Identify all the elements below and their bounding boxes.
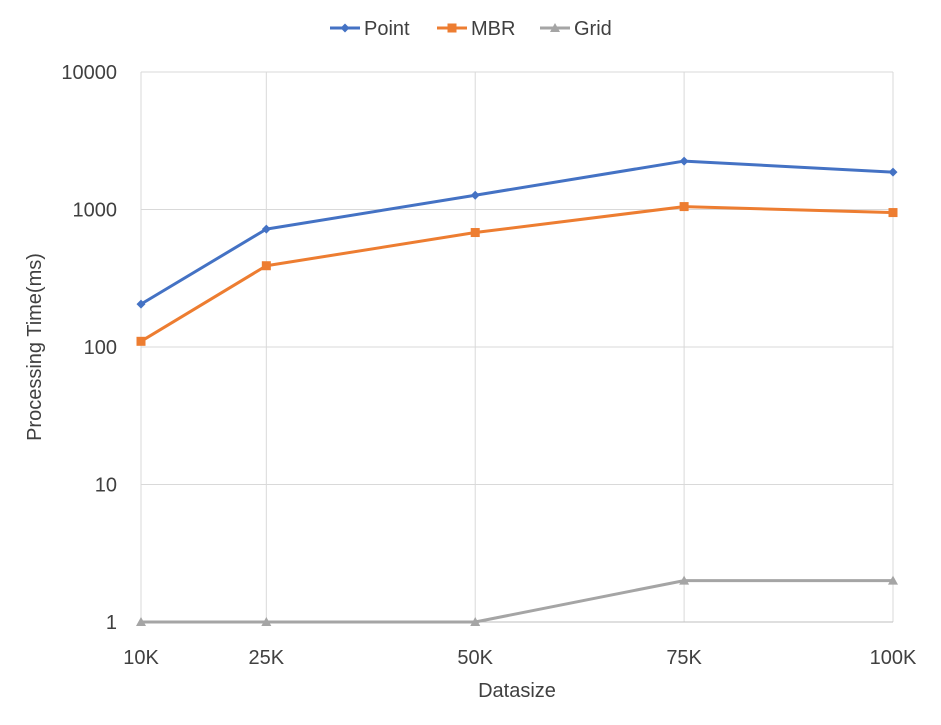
data-point-mbr: [261, 261, 271, 271]
data-point-grid: [261, 617, 272, 626]
data-point-point: [888, 167, 898, 177]
legend-label: Point: [364, 18, 410, 40]
legend-label: MBR: [471, 18, 515, 40]
series-line-grid: [139, 579, 895, 624]
legend-entry-grid: Grid: [540, 18, 612, 40]
y-tick-label: 100: [84, 337, 117, 359]
x-tick-label: 50K: [457, 647, 493, 669]
y-tick-label: 1: [106, 612, 117, 634]
data-point-grid: [470, 617, 481, 626]
legend-marker: [550, 23, 560, 32]
data-point-point: [679, 156, 689, 166]
data-point-mbr: [470, 228, 480, 238]
legend-label: Grid: [574, 18, 612, 40]
data-point-grid: [888, 575, 898, 585]
gridlines: [141, 71, 894, 622]
legend-marker: [447, 23, 457, 33]
data-point-point: [470, 190, 480, 200]
y-tick-label: 1000: [73, 200, 118, 222]
series-line-mbr: [139, 205, 895, 343]
series-point: [136, 156, 898, 309]
data-point-point: [261, 224, 271, 234]
x-axis-title: Datasize: [478, 680, 556, 702]
data-point-mbr: [888, 208, 898, 218]
x-tick-label: 10K: [123, 647, 159, 669]
x-tick-label: 100K: [870, 647, 917, 669]
data-point-point: [136, 299, 146, 309]
legend-entry-point: Point: [330, 18, 410, 40]
y-axis-title: Processing Time(ms): [24, 253, 46, 441]
x-tick-label: 75K: [666, 647, 702, 669]
series-group: [136, 156, 898, 626]
series-line-point: [139, 159, 895, 306]
axes: 1 10 100 1000 10000 10K 25K 50K 75K 100K: [61, 62, 917, 669]
data-point-mbr: [679, 202, 689, 212]
series-mbr: [136, 202, 898, 346]
legend-marker: [340, 23, 350, 33]
legend: Point MBR Grid: [330, 18, 612, 40]
x-tick-label: 25K: [249, 647, 285, 669]
data-point-grid: [136, 617, 146, 626]
y-tick-label: 10000: [61, 62, 117, 84]
data-point-grid: [679, 575, 690, 585]
y-tick-label: 10: [95, 475, 117, 497]
legend-entry-mbr: MBR: [437, 18, 515, 40]
series-grid: [136, 575, 898, 626]
data-point-mbr: [136, 336, 146, 346]
